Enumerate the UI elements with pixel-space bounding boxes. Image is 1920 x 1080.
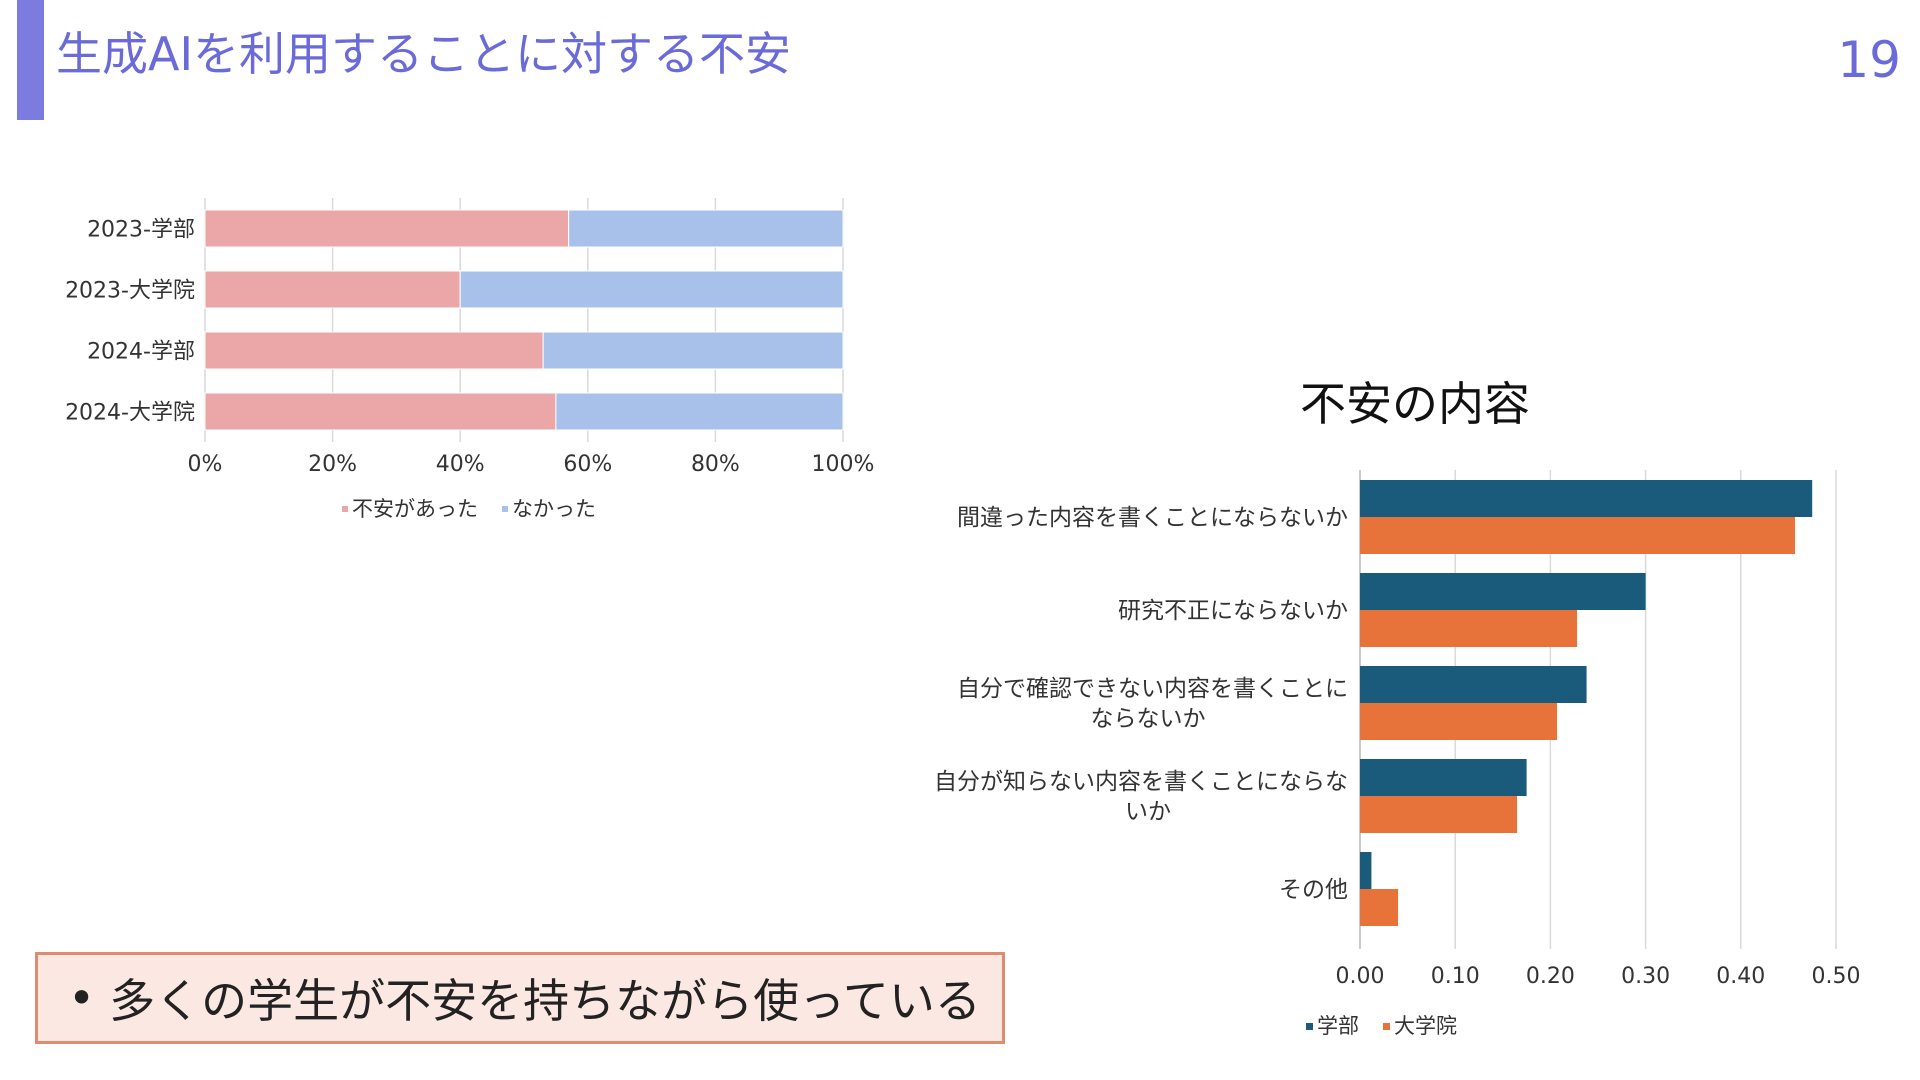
anxiety-content-chart: 不安の内容 0.00 0.10 0.20 0.30 0.40 0.50 間違った内容を書くこと… (934, 377, 1861, 1038)
bar-anxious (204, 270, 461, 309)
bar-graduate (1360, 610, 1578, 647)
legend-swatch (502, 506, 508, 512)
bar-not-anxious (459, 270, 844, 309)
x-tick-label: 0.40 (1716, 964, 1765, 989)
x-tick-label: 0.30 (1621, 964, 1670, 989)
category-label: 2023-学部 (87, 218, 195, 243)
bar-anxious (204, 209, 570, 248)
summary-text: 多くの学生が不安を持ちながら使っている (109, 974, 981, 1028)
bar-not-anxious (568, 209, 844, 248)
page-number: 19 (1837, 31, 1901, 89)
legend-label: 学部 (1317, 1014, 1359, 1038)
x-tick-label: 60% (563, 452, 612, 477)
x-tick-label: 20% (308, 452, 357, 477)
slide-title: 生成AIを利用することに対する不安 (56, 27, 792, 81)
category-label: 2024-大学院 (65, 401, 195, 426)
x-tick-label: 0.10 (1431, 964, 1480, 989)
bar-not-anxious (542, 331, 844, 370)
category-label: その他 (1279, 877, 1348, 903)
bar-undergrad (1360, 759, 1527, 796)
x-tick-label: 0.50 (1812, 964, 1861, 989)
bar-not-anxious (555, 392, 844, 431)
chart-title: 不安の内容 (1300, 377, 1530, 431)
x-tick-label: 80% (691, 452, 740, 477)
category-label: 自分が知らない内容を書くことにならな (934, 769, 1348, 795)
title-accent-bar (17, 0, 44, 120)
legend-swatch (1306, 1023, 1313, 1030)
bar-graduate (1360, 703, 1558, 740)
anxiety-ratio-chart: 0% 20% 40% 60% 80% 100% 2023-学部 2023-大学院 2024-学部… (65, 198, 875, 521)
bar-anxious (204, 331, 544, 370)
bar-graduate (1360, 517, 1796, 554)
x-tick-label: 0.20 (1526, 964, 1575, 989)
bar-undergrad (1360, 573, 1646, 610)
bar-graduate (1360, 796, 1518, 833)
category-label: 2024-学部 (87, 340, 195, 365)
x-tick-label: 0.00 (1336, 964, 1385, 989)
x-tick-label: 40% (436, 452, 485, 477)
bar-graduate (1360, 889, 1399, 926)
summary-box: • 多くの学生が不安を持ちながら使っている (35, 952, 1005, 1044)
category-label: ならないか (1091, 706, 1206, 732)
legend-label: 大学院 (1394, 1014, 1457, 1038)
summary-bullet: • (68, 971, 96, 1025)
category-label: 自分で確認できない内容を書くことに (957, 676, 1348, 702)
category-label: 2023-大学院 (65, 279, 195, 304)
bar-undergrad (1360, 852, 1372, 889)
x-tick-label: 0% (188, 452, 223, 477)
legend-label: なかった (512, 497, 596, 521)
legend-swatch (1383, 1023, 1390, 1030)
legend-swatch (342, 506, 348, 512)
bar-undergrad (1360, 480, 1813, 517)
legend-label: 不安があった (352, 497, 478, 521)
category-label: 研究不正にならないか (1118, 598, 1348, 624)
category-label: いか (1125, 799, 1171, 825)
bar-undergrad (1360, 666, 1587, 703)
category-label: 間違った内容を書くことにならないか (957, 505, 1348, 531)
x-tick-label: 100% (812, 452, 875, 477)
bar-anxious (204, 392, 557, 431)
